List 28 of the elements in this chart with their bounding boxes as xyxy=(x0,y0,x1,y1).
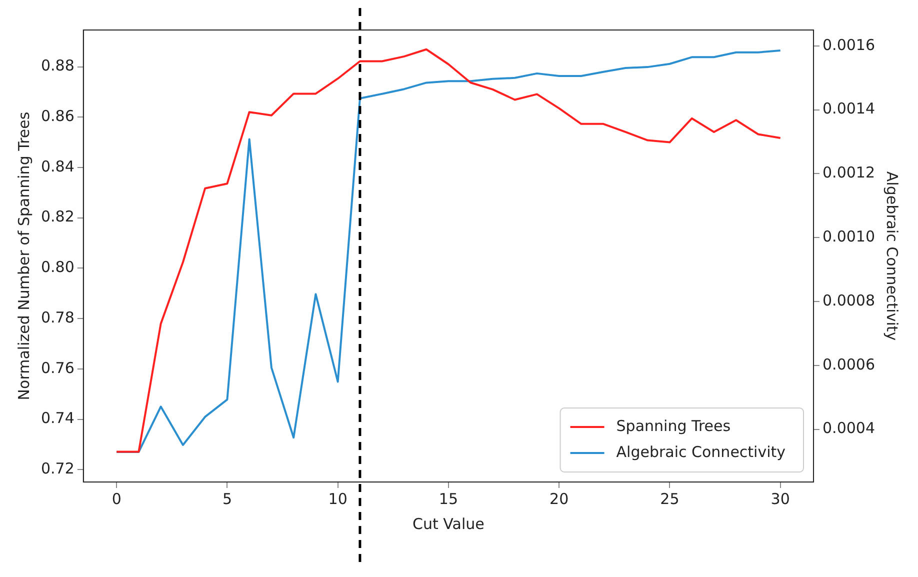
x-tick-label: 0 xyxy=(112,490,122,508)
y-tick-label: 0.84 xyxy=(40,157,74,176)
y2-axis-title: Algebraic Connectivity xyxy=(883,171,902,341)
y-tick-label: 0.78 xyxy=(40,308,74,326)
x-tick-label: 10 xyxy=(328,490,348,508)
y-tick-label: 0.76 xyxy=(40,358,74,377)
x-tick-label: 20 xyxy=(550,490,569,508)
legend-label: Spanning Trees xyxy=(616,416,731,435)
y2-tick-label: 0.0016 xyxy=(822,36,876,54)
y2-tick-label: 0.0010 xyxy=(822,228,876,246)
y2-tick-label: 0.0006 xyxy=(822,355,876,374)
y2-tick-label: 0.0004 xyxy=(822,419,876,438)
legend-label: Algebraic Connectivity xyxy=(616,442,786,461)
y-tick-label: 0.82 xyxy=(40,208,74,226)
x-tick-label: 5 xyxy=(222,490,232,508)
y-tick-label: 0.72 xyxy=(40,460,74,478)
x-axis-title: Cut Value xyxy=(412,514,484,533)
x-tick-label: 15 xyxy=(438,490,458,508)
y-tick-label: 0.88 xyxy=(40,56,74,75)
x-tick-label: 30 xyxy=(770,490,790,508)
y2-tick-label: 0.0014 xyxy=(822,100,876,118)
y-tick-label: 0.86 xyxy=(40,107,74,126)
y-tick-label: 0.80 xyxy=(40,258,74,276)
y2-tick-label: 0.0008 xyxy=(822,291,876,310)
y-axis-title: Normalized Number of Spanning Trees xyxy=(14,112,33,400)
y2-tick-label: 0.0012 xyxy=(822,164,876,182)
x-tick-label: 25 xyxy=(660,490,680,508)
y-tick-label: 0.74 xyxy=(40,409,74,428)
